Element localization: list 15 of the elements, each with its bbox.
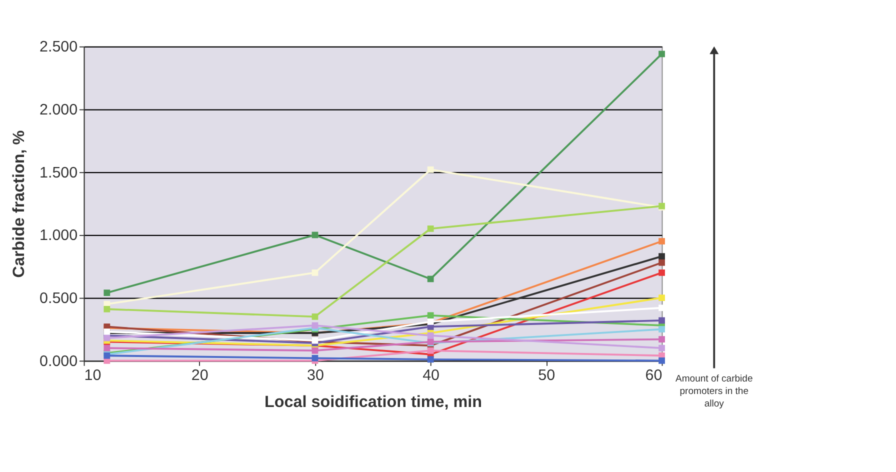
y-axis-title: Carbide fraction, % [10,130,28,278]
x-tick-label: 40 [422,367,440,384]
y-tick-label: 2.000 [40,102,78,119]
x-tick-label: 10 [84,367,102,384]
x-tick-label: 60 [645,367,662,384]
x-axis-title: Local soidification time, min [264,392,482,411]
x-tick-label: 20 [191,367,208,384]
x-tick-label: 50 [538,367,556,384]
y-tick-label: 0.000 [40,352,78,370]
y-tick-label: 0.500 [40,290,78,308]
y-tick-label: 1.000 [40,227,78,244]
text: Amount of carbide promoters in the alloy [676,374,753,410]
x-tick-label: 30 [306,367,324,384]
y-tick-label: 1.500 [40,164,78,182]
y-tick-label: 2.500 [40,38,78,56]
